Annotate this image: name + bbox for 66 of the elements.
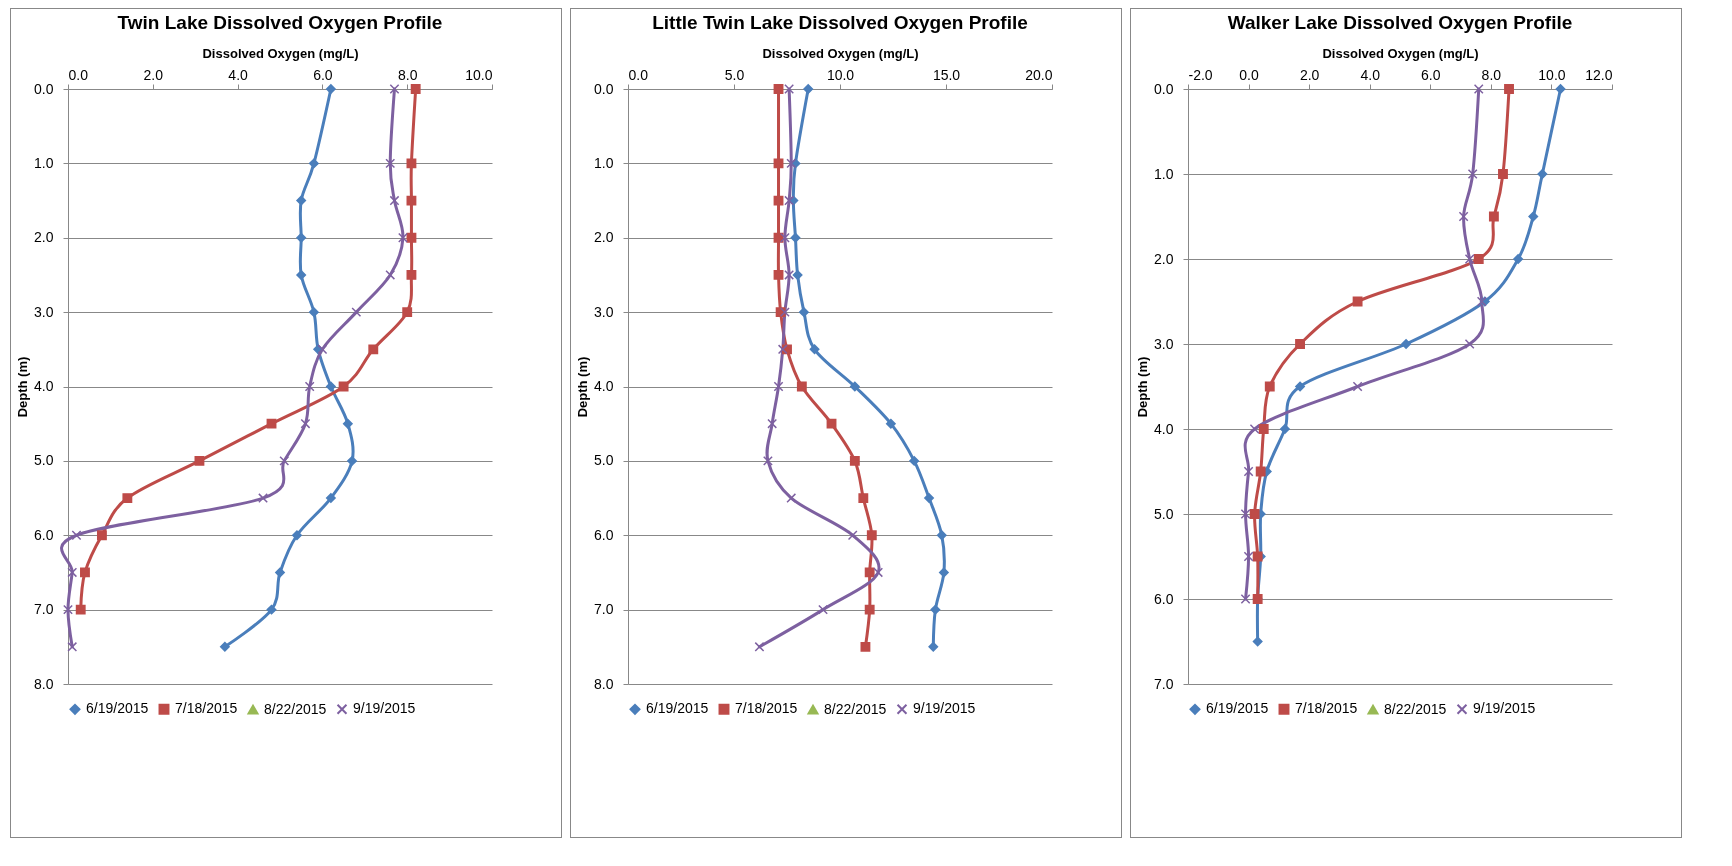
- chart-title: Twin Lake Dissolved Oxygen Profile: [117, 12, 443, 33]
- y-tick-label: 3.0: [594, 303, 614, 320]
- y-tick-label: 5.0: [594, 452, 614, 469]
- x-axis-title: Dissolved Oxygen (mg/L): [1322, 45, 1479, 61]
- y-tick-label: 0.0: [594, 80, 614, 97]
- x-tick-label: 12.0: [1585, 66, 1613, 83]
- legend-label: 7/18/2015: [175, 700, 238, 717]
- y-tick-label: 4.0: [1154, 420, 1174, 437]
- y-axis-title: Depth (m): [15, 356, 31, 418]
- y-tick-label: 3.0: [1154, 335, 1174, 352]
- x-tick-label: 6.0: [313, 66, 333, 83]
- y-tick-label: 1.0: [594, 154, 614, 171]
- x-tick-label: 8.0: [1481, 66, 1502, 83]
- legend-label: 6/19/2015: [646, 700, 709, 717]
- y-tick-label: 3.0: [34, 303, 54, 320]
- x-tick-label: 4.0: [1360, 66, 1381, 83]
- y-tick-label: 2.0: [34, 229, 54, 246]
- chart-title: Walker Lake Dissolved Oxygen Profile: [1227, 12, 1573, 33]
- y-tick-label: 2.0: [594, 229, 614, 246]
- y-tick-label: 8.0: [594, 675, 614, 692]
- y-tick-label: 1.0: [1154, 165, 1174, 182]
- x-tick-label: 8.0: [397, 66, 418, 83]
- chart-title: Little Twin Lake Dissolved Oxygen Profile: [652, 12, 1028, 33]
- x-tick-label: 10.0: [826, 66, 855, 83]
- y-tick-label: 5.0: [1154, 505, 1174, 522]
- y-tick-label: 5.0: [34, 452, 54, 469]
- x-tick-label: 10.0: [465, 66, 493, 83]
- y-tick-label: 1.0: [34, 154, 54, 171]
- legend-label: 9/19/2015: [1473, 700, 1536, 717]
- x-tick-label: 6.0: [1421, 66, 1441, 83]
- x-tick-label: 0.0: [628, 66, 649, 83]
- x-tick-label: 4.0: [228, 66, 249, 83]
- legend-label: 8/22/2015: [264, 700, 327, 717]
- y-tick-label: 7.0: [34, 601, 54, 618]
- legend-label: 6/19/2015: [1206, 700, 1269, 717]
- y-tick-label: 7.0: [594, 601, 614, 618]
- y-tick-label: 6.0: [34, 526, 54, 543]
- y-tick-label: 7.0: [1154, 675, 1174, 692]
- y-tick-label: 8.0: [34, 675, 54, 692]
- y-tick-label: 6.0: [1154, 590, 1174, 607]
- x-tick-label: -2.0: [1188, 66, 1213, 83]
- y-tick-label: 6.0: [594, 526, 614, 543]
- y-tick-label: 4.0: [594, 378, 614, 394]
- y-tick-label: 0.0: [1154, 80, 1174, 97]
- x-tick-label: 15.0: [932, 66, 961, 83]
- x-tick-label: 0.0: [1239, 66, 1260, 83]
- legend-label: 6/19/2015: [86, 700, 149, 717]
- x-tick-label: 2.0: [143, 66, 164, 83]
- x-axis-title: Dissolved Oxygen (mg/L): [202, 45, 359, 61]
- x-tick-label: 10.0: [1538, 66, 1566, 83]
- legend-label: 7/18/2015: [1295, 700, 1358, 717]
- legend-label: 7/18/2015: [735, 700, 798, 717]
- x-tick-label: 5.0: [724, 66, 745, 83]
- y-tick-label: 4.0: [34, 378, 54, 394]
- y-axis-title: Depth (m): [1135, 356, 1151, 418]
- y-tick-label: 0.0: [34, 80, 54, 97]
- x-tick-label: 20.0: [1025, 66, 1053, 83]
- y-tick-label: 2.0: [1154, 250, 1174, 267]
- x-tick-label: 0.0: [68, 66, 89, 83]
- x-tick-label: 2.0: [1299, 66, 1320, 83]
- y-axis-title: Depth (m): [575, 356, 591, 418]
- x-axis-title: Dissolved Oxygen (mg/L): [762, 45, 919, 61]
- legend-label: 8/22/2015: [824, 700, 887, 717]
- legend-label: 9/19/2015: [353, 700, 416, 717]
- legend-label: 8/22/2015: [1384, 700, 1447, 717]
- legend-label: 9/19/2015: [913, 700, 976, 717]
